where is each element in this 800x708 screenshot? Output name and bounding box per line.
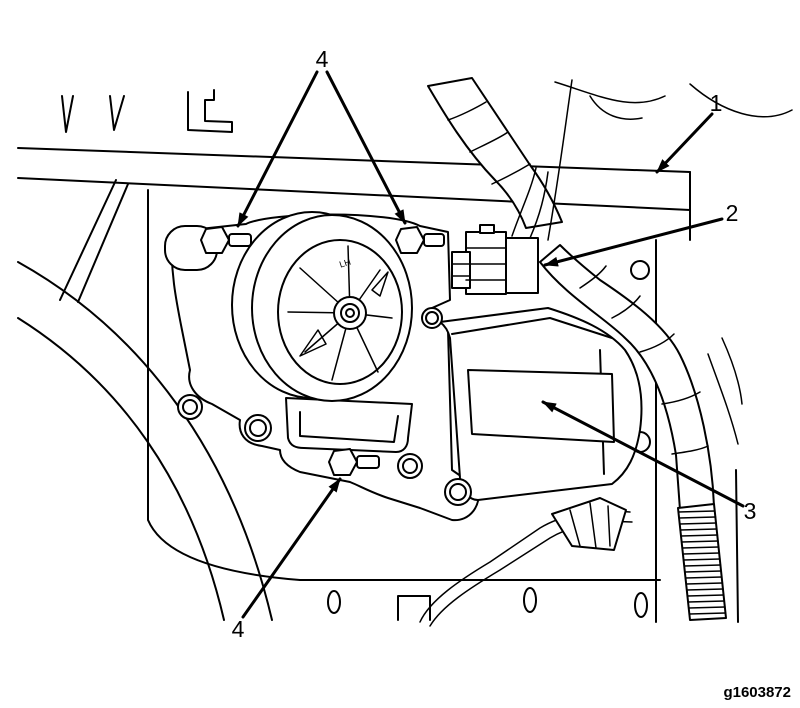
- conduit-ribs: [677, 510, 727, 615]
- mounting-ear: [244, 414, 272, 442]
- panel-arc-inner: [17, 317, 225, 621]
- stud-rod: [423, 233, 445, 247]
- stud-rod: [356, 455, 380, 469]
- window-motor: LH: [170, 211, 643, 522]
- stud-nut: [200, 226, 230, 254]
- mounting-stud-top-right: [395, 226, 445, 254]
- panel-slot: [109, 95, 125, 131]
- mounting-ear: [177, 394, 203, 420]
- callout-arrow-4-bottom: [241, 477, 342, 619]
- connector-wire: [511, 167, 537, 237]
- motor-hub-center: [345, 308, 355, 318]
- callout-arrow-4-top-right: [325, 70, 407, 225]
- panel-front-edge: [17, 177, 691, 211]
- mounting-ear: [421, 307, 443, 329]
- corrugated-conduit: [677, 503, 727, 621]
- connector-body: [465, 231, 507, 295]
- mounting-ear: [444, 478, 472, 506]
- callout-arrow-1: [655, 112, 714, 174]
- harness-tape: [447, 101, 531, 185]
- motor-ribs: [287, 245, 393, 381]
- callout-arrow-4-top-left: [236, 70, 319, 228]
- motor-housing: LH: [231, 211, 413, 402]
- panel-slot-oval: [634, 592, 648, 618]
- connector-ribs: [451, 247, 507, 281]
- motor-hub: [333, 296, 367, 330]
- panel-slot: [61, 95, 74, 133]
- panel-right-rail: [735, 469, 739, 623]
- figure-id: g1603872: [723, 684, 791, 701]
- callout-label-3: 3: [744, 498, 757, 524]
- mounting-ears: [177, 307, 472, 506]
- panel-bracket: [187, 89, 233, 133]
- door-panel: [17, 81, 793, 623]
- motor-marking-text: LH: [338, 257, 352, 270]
- mounting-ear-hole: [402, 458, 418, 474]
- panel-contour: [721, 337, 743, 405]
- mounting-ear-hole: [449, 483, 467, 501]
- wire-sleeve-wrap: [569, 502, 611, 549]
- wire-sleeve: [551, 497, 627, 551]
- panel-slot-oval: [523, 587, 537, 613]
- motor-rib-wedge: [299, 271, 389, 357]
- connector-tab: [451, 251, 471, 289]
- stud-nut: [328, 448, 358, 476]
- panel-arc-outer: [17, 261, 273, 621]
- panel-left-edge: [147, 189, 301, 581]
- panel-contour: [554, 81, 666, 104]
- mounting-stud-bottom: [328, 448, 380, 476]
- mounting-ear: [397, 453, 423, 479]
- mounting-studs: [164, 225, 445, 476]
- motor-hub-inner: [340, 303, 360, 323]
- callout-arrow-3: [541, 400, 745, 508]
- panel-tab: [397, 595, 431, 621]
- callout-label-4-bottom: 4: [232, 616, 245, 642]
- gear-housing-label-plate: [467, 369, 615, 443]
- panel-contour: [689, 83, 793, 118]
- connector-latch: [479, 224, 495, 234]
- mounting-stud-top-left: [164, 225, 252, 271]
- callout-label-4-top: 4: [316, 46, 329, 72]
- gear-housing-edge: [451, 317, 613, 339]
- harness-tape: [579, 265, 709, 455]
- mounting-ear-hole: [182, 399, 198, 415]
- stud-nut: [395, 226, 425, 254]
- motor-housing-front: [251, 214, 413, 402]
- connector-wire: [529, 171, 549, 239]
- connector-wire: [547, 79, 573, 241]
- panel-top-edge: [17, 147, 691, 173]
- panel-hole: [630, 260, 650, 280]
- gear-housing: [439, 307, 643, 501]
- panel-contour: [589, 95, 643, 120]
- panel-contour: [707, 353, 739, 445]
- electrical-connector: [451, 224, 539, 295]
- callout-label-2: 2: [726, 200, 739, 226]
- callout-arrow-2: [543, 217, 724, 267]
- panel-slot-oval: [327, 590, 341, 614]
- stud-rod: [228, 233, 252, 247]
- lower-bracket-cutout: [299, 411, 399, 443]
- mounting-ear-hole: [249, 419, 267, 437]
- lower-bracket: [285, 397, 413, 453]
- panel-strip: [59, 179, 129, 303]
- mounting-ear-hole: [425, 311, 439, 325]
- callout-label-1: 1: [710, 90, 723, 116]
- callouts: 4 1 2 3 4: [232, 46, 757, 642]
- motor-cover-ring: [277, 239, 403, 385]
